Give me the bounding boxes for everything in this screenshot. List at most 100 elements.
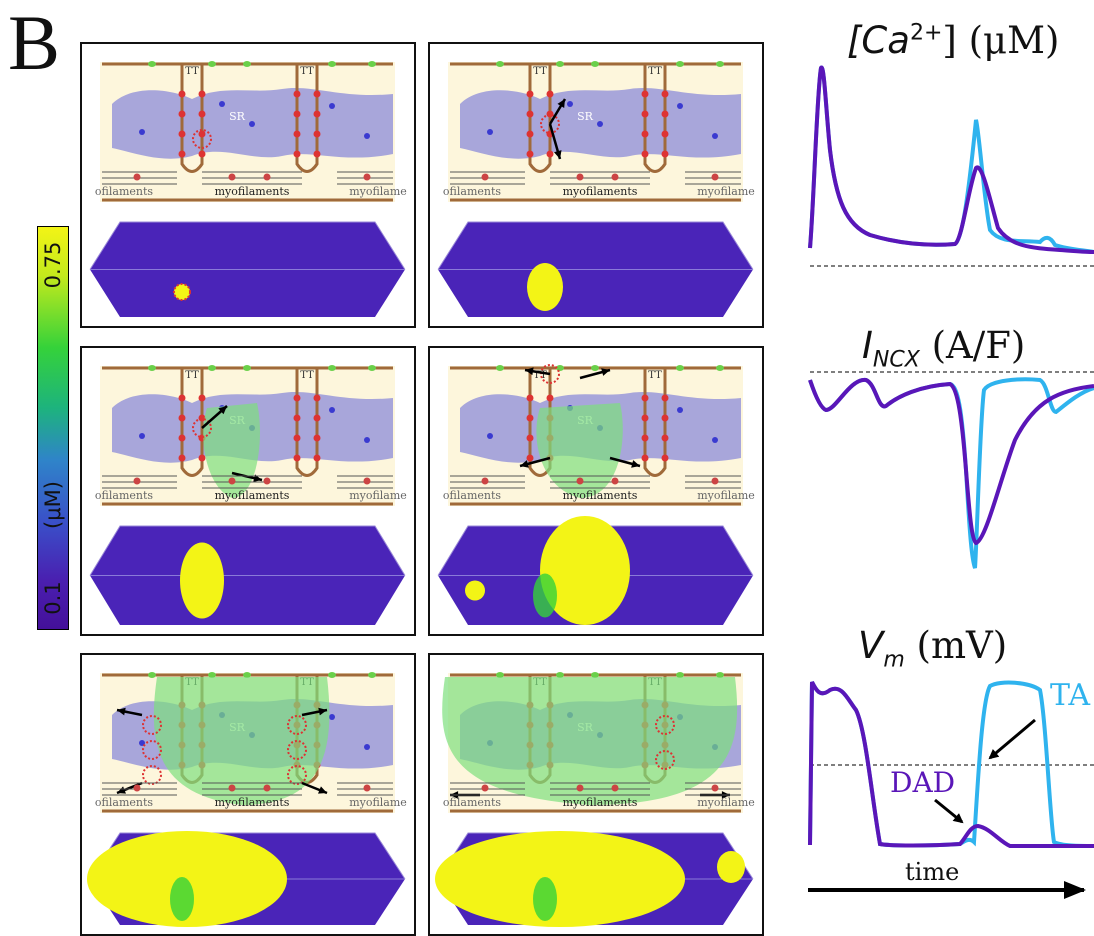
release-site-marker: [142, 765, 162, 785]
calcium-concentration-box: [437, 516, 754, 625]
myofilaments-label: myofilaments: [563, 489, 638, 502]
high-calcium-region: [465, 580, 485, 601]
ncx-exchanger: [148, 61, 156, 67]
release-site-marker: [142, 715, 162, 735]
ryr-channel: [526, 434, 534, 442]
ryr-channel: [293, 110, 301, 118]
ryr-channel: [546, 150, 554, 158]
myofilaments-label-left: ofilaments: [95, 489, 153, 502]
ncx-exchanger: [676, 365, 684, 371]
incx-trace-dad: [808, 378, 1094, 546]
serca-pump: [597, 121, 603, 127]
calcium-spread-region: [203, 403, 260, 498]
ta-arrow: [988, 718, 1036, 760]
calcium-spread-region: [536, 403, 623, 498]
ttubule-label: TT: [300, 66, 314, 77]
myofilaments-label-right: myofilame: [697, 796, 755, 809]
spread-arrow-head: [601, 368, 610, 376]
myofilament-binding-site: [263, 477, 271, 485]
ttubule-label: TT: [533, 370, 547, 381]
ryr-channel: [198, 90, 206, 98]
myofilaments-label: myofilaments: [215, 489, 290, 502]
spread-arrow-head: [218, 406, 227, 415]
colorbar-max-label: 0.75: [41, 241, 65, 289]
release-site-marker: [192, 418, 212, 438]
ncx-exchanger: [556, 365, 564, 371]
myofilaments-label-left: ofilaments: [443, 185, 501, 198]
ncx-exchanger: [368, 672, 376, 678]
ncx-exchanger: [716, 365, 724, 371]
spread-arrow-head: [318, 707, 327, 716]
spread-arrow-head: [525, 367, 534, 376]
ryr-channel: [641, 454, 649, 462]
ryr-channel: [526, 150, 534, 158]
ryr-channel: [198, 130, 206, 138]
initial-spark-marker: [173, 283, 191, 301]
high-calcium-region: [540, 516, 630, 625]
serca-pump: [329, 103, 335, 109]
serca-pump: [139, 129, 145, 135]
myofilament-binding-site: [133, 477, 141, 485]
myofilaments-label-left: ofilaments: [95, 796, 153, 809]
ryr-channel: [293, 434, 301, 442]
spread-arrow-head: [117, 707, 126, 716]
high-calcium-region: [180, 542, 224, 619]
serca-pump: [677, 407, 683, 413]
calcium-concentration-box: [89, 525, 406, 625]
box-outline: [89, 525, 406, 576]
ryr-channel: [178, 150, 186, 158]
myofilament-binding-site: [611, 477, 619, 485]
calcium-concentration-box: [89, 221, 406, 317]
ncx-exchanger: [496, 365, 504, 371]
ryr-channel: [178, 110, 186, 118]
ryr-channel: [641, 414, 649, 422]
ncx-exchanger: [208, 365, 216, 371]
ncx-exchanger: [368, 61, 376, 67]
ryr-channel: [661, 130, 669, 138]
ryr-channel: [198, 150, 206, 158]
serca-pump: [364, 133, 370, 139]
ryr-channel: [198, 394, 206, 402]
ryr-channel: [313, 454, 321, 462]
box-outline: [437, 221, 754, 270]
high-calcium-region: [87, 831, 287, 927]
ryr-channel: [546, 394, 554, 402]
serca-pump: [364, 437, 370, 443]
spread-arrow-head: [557, 99, 565, 108]
ryr-channel: [661, 110, 669, 118]
myofilament-binding-site: [133, 173, 141, 181]
ryr-channel: [178, 454, 186, 462]
ryr-channel: [293, 90, 301, 98]
cell-schematic: TT TT SR myofilaments ofilaments myofilame: [95, 61, 407, 202]
incx-plot-title: INCX (A/F): [862, 324, 1026, 373]
ncx-exchanger: [328, 61, 336, 67]
myofilament-binding-site: [576, 173, 584, 181]
release-site-marker: [287, 715, 307, 735]
calcium-concentration-box: [435, 831, 754, 927]
release-site-marker: [655, 750, 675, 770]
high-calcium-region: [717, 851, 745, 883]
mid-calcium-core: [533, 573, 557, 618]
ryr-channel: [526, 454, 534, 462]
vm-plot-title: Vm (mV): [858, 624, 1008, 673]
release-site-marker: [192, 129, 212, 149]
ryr-channel: [661, 454, 669, 462]
ryr-channel: [641, 150, 649, 158]
panel-letter: B: [8, 0, 61, 86]
ryr-channel: [313, 110, 321, 118]
vm-trace-dad: [808, 681, 1094, 849]
ta-label: TA: [1050, 678, 1090, 713]
myofilament-binding-site: [363, 477, 371, 485]
dad-label: DAD: [890, 766, 955, 799]
ttubule-2: [643, 64, 667, 173]
serca-pump: [219, 101, 225, 107]
myofilament-binding-site: [263, 784, 271, 792]
ryr-channel: [313, 150, 321, 158]
traces-plot: TA DAD time: [808, 65, 1094, 899]
ncx-exchanger: [716, 672, 724, 678]
ryr-channel: [313, 414, 321, 422]
ryr-channel: [293, 150, 301, 158]
release-site-marker: [287, 740, 307, 760]
spread-arrow-head: [631, 460, 640, 468]
